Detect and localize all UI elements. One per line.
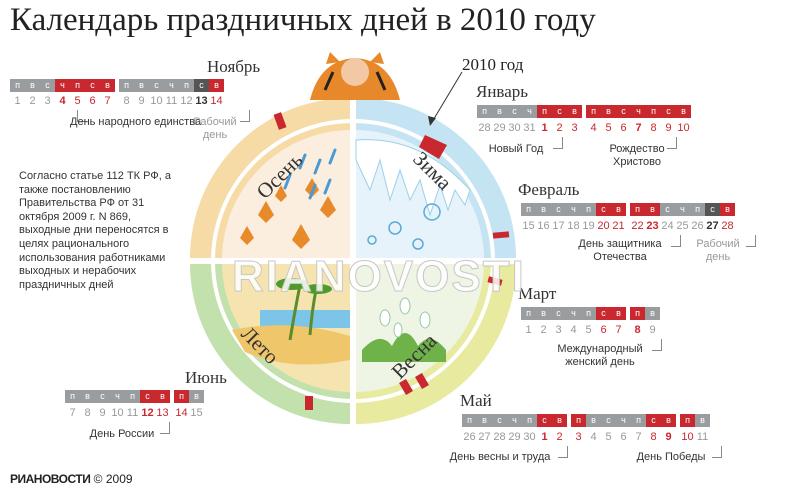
february-note-workday: Рабочий день — [696, 238, 740, 263]
january-note-christmas: Рождество Христово — [609, 143, 665, 168]
may-note-labour-day: День весны и труда — [449, 451, 551, 463]
watermark: RIANOVOSTI — [232, 252, 526, 302]
january-note-new-year: Новый Год — [488, 143, 544, 155]
january-days: 28 29 30 31 1 2 3 4 5 6 7 8 9 10 — [478, 122, 690, 134]
november-note-unity-day: День народного единства — [70, 116, 202, 128]
footer: РИАНОВОСТИ © 2009 — [10, 472, 133, 486]
month-january-name: Январь — [476, 82, 529, 101]
year-label: 2010 год — [462, 55, 524, 74]
month-june-name: Июнь — [185, 368, 227, 387]
february-days: 15 16 17 18 19 20 21 22 23 24 25 26 27 28 — [522, 220, 734, 232]
copyright: © 2009 — [93, 472, 133, 486]
brand-logo[interactable]: РИАНОВОСТИ — [10, 472, 91, 486]
june-note-russia-day: День России — [89, 428, 155, 440]
november-note-workday: Рабочий день — [193, 116, 237, 141]
may-note-victory-day: День Победы — [636, 451, 706, 463]
february-note-defender-day: День защитника Отечества — [578, 238, 662, 263]
month-february-name: Февраль — [518, 180, 580, 199]
page-title: Календарь праздничных дней в 2010 году — [10, 2, 596, 38]
month-november-name: Ноябрь — [207, 57, 261, 76]
law-note: Согласно статье 112 ТК РФ, а также поста… — [19, 170, 171, 291]
month-may-name: Май — [460, 391, 492, 410]
tiger-mascot-icon — [310, 52, 400, 100]
june-days: 7 8 9 10 11 12 13 14 15 — [69, 407, 203, 419]
month-march-name: Март — [518, 284, 557, 303]
march-note-womens-day: Международный женский день — [557, 343, 643, 368]
